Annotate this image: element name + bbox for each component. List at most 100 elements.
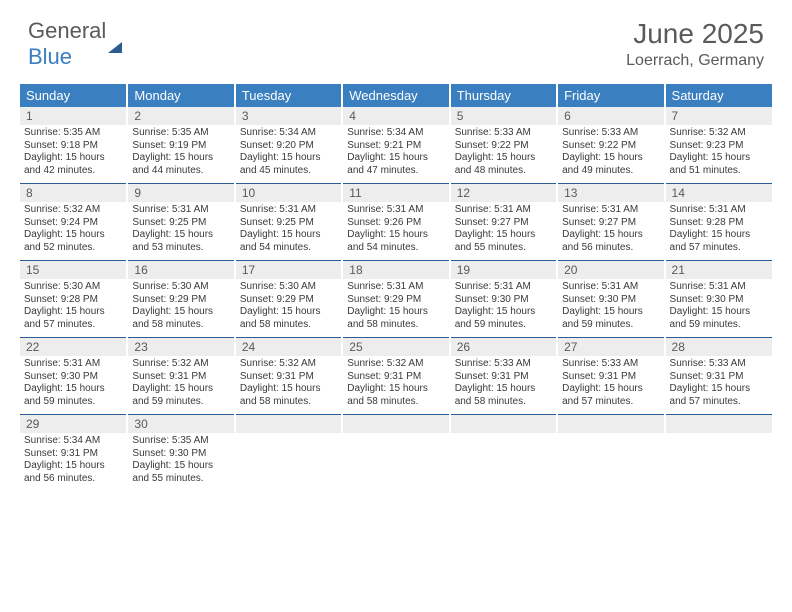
sunrise-text: Sunrise: 5:31 AM bbox=[562, 204, 659, 217]
calendar-day-cell: 30Sunrise: 5:35 AMSunset: 9:30 PMDayligh… bbox=[127, 415, 234, 492]
daylight-text-1: Daylight: 15 hours bbox=[670, 229, 768, 242]
calendar-day-cell: 1Sunrise: 5:35 AMSunset: 9:18 PMDaylight… bbox=[20, 107, 127, 184]
daylight-text-1: Daylight: 15 hours bbox=[562, 306, 659, 319]
day-number bbox=[666, 415, 772, 433]
sunrise-text: Sunrise: 5:31 AM bbox=[240, 204, 337, 217]
day-info: Sunrise: 5:30 AMSunset: 9:28 PMDaylight:… bbox=[20, 279, 126, 337]
day-number: 15 bbox=[20, 261, 126, 279]
daylight-text-2: and 58 minutes. bbox=[455, 396, 552, 409]
sunset-text: Sunset: 9:22 PM bbox=[562, 140, 659, 153]
sunset-text: Sunset: 9:29 PM bbox=[347, 294, 444, 307]
daylight-text-2: and 45 minutes. bbox=[240, 165, 337, 178]
daylight-text-2: and 48 minutes. bbox=[455, 165, 552, 178]
sunrise-text: Sunrise: 5:31 AM bbox=[670, 281, 768, 294]
daylight-text-2: and 57 minutes. bbox=[670, 242, 768, 255]
calendar-day-cell bbox=[235, 415, 342, 492]
day-info: Sunrise: 5:32 AMSunset: 9:24 PMDaylight:… bbox=[20, 202, 126, 260]
day-info: Sunrise: 5:34 AMSunset: 9:31 PMDaylight:… bbox=[20, 433, 126, 491]
day-number: 14 bbox=[666, 184, 772, 202]
daylight-text-2: and 52 minutes. bbox=[24, 242, 122, 255]
day-number: 8 bbox=[20, 184, 126, 202]
daylight-text-2: and 55 minutes. bbox=[455, 242, 552, 255]
daylight-text-1: Daylight: 15 hours bbox=[455, 152, 552, 165]
calendar-day-cell: 20Sunrise: 5:31 AMSunset: 9:30 PMDayligh… bbox=[557, 261, 664, 338]
location-label: Loerrach, Germany bbox=[626, 52, 764, 70]
sunrise-text: Sunrise: 5:32 AM bbox=[24, 204, 122, 217]
day-header: Thursday bbox=[450, 84, 557, 107]
daylight-text-2: and 51 minutes. bbox=[670, 165, 768, 178]
daylight-text-2: and 55 minutes. bbox=[132, 473, 229, 486]
daylight-text-2: and 59 minutes. bbox=[24, 396, 122, 409]
calendar-week-row: 15Sunrise: 5:30 AMSunset: 9:28 PMDayligh… bbox=[20, 261, 772, 338]
day-number: 16 bbox=[128, 261, 233, 279]
day-number: 2 bbox=[128, 107, 233, 125]
logo: General Blue bbox=[28, 18, 122, 70]
daylight-text-1: Daylight: 15 hours bbox=[24, 152, 122, 165]
daylight-text-1: Daylight: 15 hours bbox=[562, 229, 659, 242]
title-block: June 2025 Loerrach, Germany bbox=[626, 18, 764, 70]
calendar-day-cell: 12Sunrise: 5:31 AMSunset: 9:27 PMDayligh… bbox=[450, 184, 557, 261]
calendar-week-row: 29Sunrise: 5:34 AMSunset: 9:31 PMDayligh… bbox=[20, 415, 772, 492]
day-number: 5 bbox=[451, 107, 556, 125]
sunrise-text: Sunrise: 5:31 AM bbox=[670, 204, 768, 217]
sunset-text: Sunset: 9:30 PM bbox=[670, 294, 768, 307]
day-number: 18 bbox=[343, 261, 448, 279]
day-number: 9 bbox=[128, 184, 233, 202]
daylight-text-1: Daylight: 15 hours bbox=[132, 229, 229, 242]
daylight-text-1: Daylight: 15 hours bbox=[132, 152, 229, 165]
calendar-week-row: 1Sunrise: 5:35 AMSunset: 9:18 PMDaylight… bbox=[20, 107, 772, 184]
sunrise-text: Sunrise: 5:32 AM bbox=[132, 358, 229, 371]
calendar-day-cell: 18Sunrise: 5:31 AMSunset: 9:29 PMDayligh… bbox=[342, 261, 449, 338]
day-number bbox=[451, 415, 556, 433]
calendar-day-cell: 14 Sunrise: 5:31 AMSunset: 9:28 PMDayligh… bbox=[665, 184, 772, 261]
month-title: June 2025 bbox=[626, 18, 764, 50]
day-info: Sunrise: 5:31 AMSunset: 9:25 PMDaylight:… bbox=[236, 202, 341, 260]
daylight-text-1: Daylight: 15 hours bbox=[24, 229, 122, 242]
day-number: 26 bbox=[451, 338, 556, 356]
calendar-day-cell: 17Sunrise: 5:30 AMSunset: 9:29 PMDayligh… bbox=[235, 261, 342, 338]
daylight-text-2: and 59 minutes. bbox=[132, 396, 229, 409]
day-info: Sunrise: 5:32 AMSunset: 9:31 PMDaylight:… bbox=[128, 356, 233, 414]
calendar-day-cell: 28Sunrise: 5:33 AMSunset: 9:31 PMDayligh… bbox=[665, 338, 772, 415]
calendar-day-cell: 9Sunrise: 5:31 AMSunset: 9:25 PMDaylight… bbox=[127, 184, 234, 261]
daylight-text-2: and 57 minutes. bbox=[670, 396, 768, 409]
sunset-text: Sunset: 9:26 PM bbox=[347, 217, 444, 230]
calendar-day-cell: 16Sunrise: 5:30 AMSunset: 9:29 PMDayligh… bbox=[127, 261, 234, 338]
logo-text-blue: Blue bbox=[28, 44, 72, 69]
calendar-day-cell: 13Sunrise: 5:31 AMSunset: 9:27 PMDayligh… bbox=[557, 184, 664, 261]
daylight-text-1: Daylight: 15 hours bbox=[455, 229, 552, 242]
sunrise-text: Sunrise: 5:33 AM bbox=[562, 127, 659, 140]
calendar-day-cell: 25Sunrise: 5:32 AMSunset: 9:31 PMDayligh… bbox=[342, 338, 449, 415]
daylight-text-1: Daylight: 15 hours bbox=[347, 306, 444, 319]
sunset-text: Sunset: 9:21 PM bbox=[347, 140, 444, 153]
daylight-text-2: and 54 minutes. bbox=[347, 242, 444, 255]
day-info: Sunrise: 5:33 AMSunset: 9:22 PMDaylight:… bbox=[558, 125, 663, 183]
sunrise-text: Sunrise: 5:34 AM bbox=[240, 127, 337, 140]
daylight-text-2: and 59 minutes. bbox=[562, 319, 659, 332]
calendar-day-cell: 11Sunrise: 5:31 AMSunset: 9:26 PMDayligh… bbox=[342, 184, 449, 261]
day-info: Sunrise: 5:33 AMSunset: 9:22 PMDaylight:… bbox=[451, 125, 556, 183]
sunrise-text: Sunrise: 5:33 AM bbox=[455, 358, 552, 371]
sunset-text: Sunset: 9:22 PM bbox=[455, 140, 552, 153]
sunrise-text: Sunrise: 5:34 AM bbox=[347, 127, 444, 140]
daylight-text-2: and 58 minutes. bbox=[240, 396, 337, 409]
calendar-day-cell: 8Sunrise: 5:32 AMSunset: 9:24 PMDaylight… bbox=[20, 184, 127, 261]
sunrise-text: Sunrise: 5:34 AM bbox=[24, 435, 122, 448]
calendar-day-cell: 29Sunrise: 5:34 AMSunset: 9:31 PMDayligh… bbox=[20, 415, 127, 492]
sunrise-text: Sunrise: 5:31 AM bbox=[24, 358, 122, 371]
daylight-text-1: Daylight: 15 hours bbox=[24, 383, 122, 396]
sunrise-text: Sunrise: 5:35 AM bbox=[132, 127, 229, 140]
calendar-day-cell: 21Sunrise: 5:31 AMSunset: 9:30 PMDayligh… bbox=[665, 261, 772, 338]
sunrise-text: Sunrise: 5:30 AM bbox=[24, 281, 122, 294]
calendar-day-cell: 22Sunrise: 5:31 AMSunset: 9:30 PMDayligh… bbox=[20, 338, 127, 415]
calendar-day-cell: 3Sunrise: 5:34 AMSunset: 9:20 PMDaylight… bbox=[235, 107, 342, 184]
sunrise-text: Sunrise: 5:31 AM bbox=[455, 204, 552, 217]
daylight-text-1: Daylight: 15 hours bbox=[240, 229, 337, 242]
daylight-text-1: Daylight: 15 hours bbox=[24, 460, 122, 473]
day-number: 30 bbox=[128, 415, 233, 433]
sunset-text: Sunset: 9:28 PM bbox=[670, 217, 768, 230]
day-number: 19 bbox=[451, 261, 556, 279]
sunrise-text: Sunrise: 5:32 AM bbox=[347, 358, 444, 371]
daylight-text-1: Daylight: 15 hours bbox=[240, 383, 337, 396]
day-header-row: Sunday Monday Tuesday Wednesday Thursday… bbox=[20, 84, 772, 107]
